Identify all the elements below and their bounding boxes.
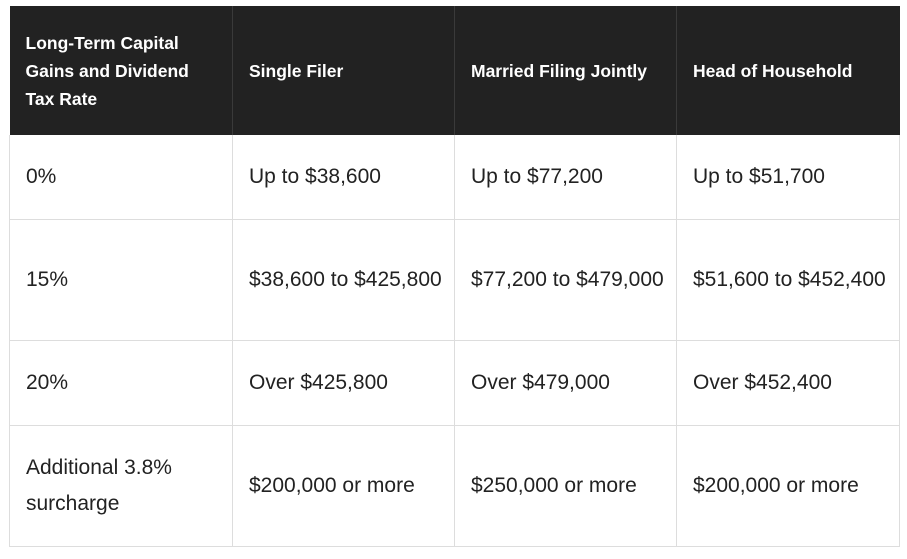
- cell-married: $250,000 or more: [454, 425, 677, 547]
- cell-rate: 0%: [9, 135, 233, 220]
- cell-head: $51,600 to $452,400: [676, 219, 900, 341]
- cell-single: Up to $38,600: [232, 135, 455, 220]
- table-row: 15% $38,600 to $425,800 $77,200 to $479,…: [9, 219, 900, 341]
- cell-married: Up to $77,200: [454, 135, 677, 220]
- table-body: 0% Up to $38,600 Up to $77,200 Up to $51…: [9, 135, 900, 547]
- header-head-of-household: Head of Household: [676, 6, 900, 135]
- cell-married: $77,200 to $479,000: [454, 219, 677, 341]
- cell-single: $200,000 or more: [232, 425, 455, 547]
- header-row: Long-Term Capital Gains and Dividend Tax…: [9, 6, 900, 135]
- cell-married: Over $479,000: [454, 340, 677, 426]
- table-row: 20% Over $425,800 Over $479,000 Over $45…: [9, 340, 900, 426]
- cell-head: $200,000 or more: [676, 425, 900, 547]
- table-row: Additional 3.8% surcharge $200,000 or mo…: [9, 425, 900, 547]
- header-tax-rate: Long-Term Capital Gains and Dividend Tax…: [9, 6, 233, 135]
- header-single-filer: Single Filer: [232, 6, 455, 135]
- header-married-filing-jointly: Married Filing Jointly: [454, 6, 677, 135]
- cell-head: Up to $51,700: [676, 135, 900, 220]
- cell-rate: Additional 3.8% surcharge: [9, 425, 233, 547]
- table-header: Long-Term Capital Gains and Dividend Tax…: [9, 6, 900, 135]
- table-row: 0% Up to $38,600 Up to $77,200 Up to $51…: [9, 135, 900, 220]
- cell-rate: 15%: [9, 219, 233, 341]
- capital-gains-tax-table: Long-Term Capital Gains and Dividend Tax…: [9, 6, 900, 547]
- cell-head: Over $452,400: [676, 340, 900, 426]
- cell-single: $38,600 to $425,800: [232, 219, 455, 341]
- cell-single: Over $425,800: [232, 340, 455, 426]
- cell-rate: 20%: [9, 340, 233, 426]
